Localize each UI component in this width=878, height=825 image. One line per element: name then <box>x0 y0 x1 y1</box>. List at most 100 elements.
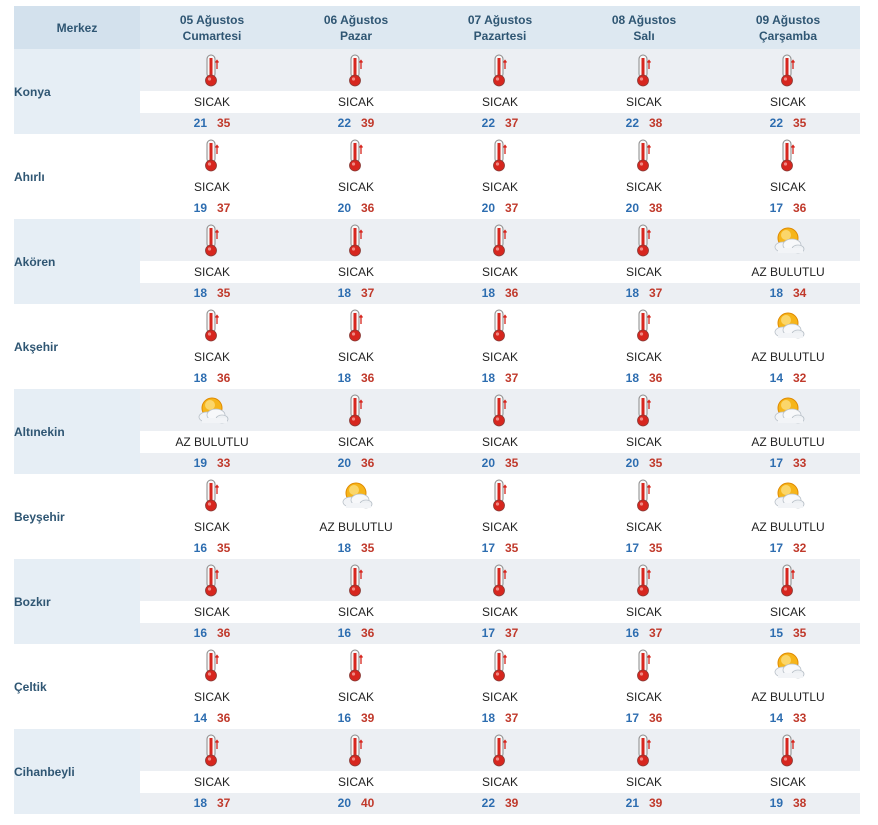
day-weekday: Salı <box>633 28 655 43</box>
forecast-cell: SICAK 18 37 <box>572 219 716 304</box>
temperature-range: 16 36 <box>140 623 284 644</box>
min-temp: 18 <box>337 286 351 300</box>
forecast-cell: SICAK 20 38 <box>572 134 716 219</box>
thermometer-hot-icon <box>572 389 716 431</box>
max-temp: 37 <box>649 626 663 640</box>
weather-description: AZ BULUTLU <box>716 261 860 283</box>
max-temp: 36 <box>361 371 375 385</box>
max-temp: 37 <box>505 116 519 130</box>
min-temp: 18 <box>625 371 639 385</box>
max-temp: 33 <box>793 711 807 725</box>
day-weekday: Çarşamba <box>758 28 818 43</box>
forecast-table: Merkez 05 Ağustos Cumartesi 06 Ağustos Paz… <box>14 6 860 814</box>
forecast-cell: SICAK 17 36 <box>716 134 860 219</box>
min-temp: 18 <box>193 796 207 810</box>
weather-description: SICAK <box>428 91 572 113</box>
min-temp: 20 <box>481 456 495 470</box>
temperature-range: 18 37 <box>428 368 572 389</box>
temperature-range: 18 35 <box>140 283 284 304</box>
min-temp: 15 <box>769 626 783 640</box>
min-temp: 22 <box>337 116 351 130</box>
weather-description: SICAK <box>140 771 284 793</box>
min-temp: 20 <box>481 201 495 215</box>
temperature-range: 17 35 <box>572 538 716 559</box>
min-temp: 18 <box>769 286 783 300</box>
forecast-cell: SICAK 22 39 <box>428 729 572 814</box>
max-temp: 33 <box>793 456 807 470</box>
day-header-2: 06 Ağustos Pazar <box>284 6 428 49</box>
temperature-range: 19 37 <box>140 198 284 219</box>
partly-cloudy-sun-icon <box>284 474 428 516</box>
header-row: Merkez 05 Ağustos Cumartesi 06 Ağustos Paz… <box>14 6 860 49</box>
weather-description: SICAK <box>572 686 716 708</box>
max-temp: 36 <box>361 456 375 470</box>
temperature-range: 15 35 <box>716 623 860 644</box>
max-temp: 35 <box>793 626 807 640</box>
max-temp: 37 <box>505 711 519 725</box>
min-temp: 14 <box>193 711 207 725</box>
max-temp: 35 <box>649 456 663 470</box>
forecast-cell: SICAK 20 37 <box>428 134 572 219</box>
partly-cloudy-sun-icon <box>716 389 860 431</box>
forecast-cell: SICAK 15 35 <box>716 559 860 644</box>
city-name: Konya <box>14 49 140 134</box>
temperature-range: 20 35 <box>428 453 572 474</box>
city-name: Akşehir <box>14 304 140 389</box>
thermometer-hot-icon <box>716 49 860 91</box>
max-temp: 35 <box>217 116 231 130</box>
temperature-range: 17 33 <box>716 453 860 474</box>
min-temp: 20 <box>337 796 351 810</box>
temperature-range: 16 35 <box>140 538 284 559</box>
city-row: Akşehir SICAK 18 36 SICAK 18 36 SICAK 18 37 SICAK 1… <box>14 304 860 389</box>
forecast-cell: SICAK 20 35 <box>572 389 716 474</box>
day-header-1: 05 Ağustos Cumartesi <box>140 6 284 49</box>
city-name: Ahırlı <box>14 134 140 219</box>
temperature-range: 22 39 <box>284 113 428 134</box>
forecast-cell: SICAK 18 36 <box>572 304 716 389</box>
temperature-range: 20 35 <box>572 453 716 474</box>
max-temp: 37 <box>505 626 519 640</box>
forecast-cell: SICAK 18 36 <box>428 219 572 304</box>
max-temp: 35 <box>361 541 375 555</box>
min-temp: 19 <box>193 201 207 215</box>
forecast-rows: Konya SICAK 21 35 SICAK 22 39 SICAK 22 37 SICAK 22 3… <box>14 49 860 814</box>
weather-description: AZ BULUTLU <box>716 686 860 708</box>
min-temp: 20 <box>337 201 351 215</box>
temperature-range: 21 39 <box>572 793 716 814</box>
city-row: Ahırlı SICAK 19 37 SICAK 20 36 SICAK 20 37 SICAK 20… <box>14 134 860 219</box>
forecast-cell: SICAK 19 38 <box>716 729 860 814</box>
weather-description: SICAK <box>716 91 860 113</box>
day-date: 06 Ağustos <box>323 12 389 27</box>
temperature-range: 17 32 <box>716 538 860 559</box>
weather-description: SICAK <box>572 771 716 793</box>
thermometer-hot-icon <box>428 304 572 346</box>
day-weekday: Pazar <box>339 28 373 43</box>
min-temp: 22 <box>769 116 783 130</box>
forecast-cell: SICAK 22 37 <box>428 49 572 134</box>
temperature-range: 18 34 <box>716 283 860 304</box>
forecast-cell: SICAK 20 36 <box>284 134 428 219</box>
forecast-cell: AZ BULUTLU 17 32 <box>716 474 860 559</box>
thermometer-hot-icon <box>284 644 428 686</box>
weather-description: SICAK <box>428 601 572 623</box>
weather-description: SICAK <box>572 516 716 538</box>
max-temp: 33 <box>217 456 231 470</box>
thermometer-hot-icon <box>140 49 284 91</box>
max-temp: 39 <box>361 116 375 130</box>
max-temp: 34 <box>793 286 807 300</box>
max-temp: 37 <box>217 201 231 215</box>
temperature-range: 20 36 <box>284 453 428 474</box>
forecast-cell: SICAK 16 36 <box>140 559 284 644</box>
thermometer-hot-icon <box>716 729 860 771</box>
forecast-cell: SICAK 18 37 <box>428 304 572 389</box>
forecast-cell: SICAK 18 37 <box>284 219 428 304</box>
city-name: Akören <box>14 219 140 304</box>
max-temp: 37 <box>361 286 375 300</box>
partly-cloudy-sun-icon <box>716 219 860 261</box>
max-temp: 37 <box>217 796 231 810</box>
day-date: 07 Ağustos <box>467 12 533 27</box>
min-temp: 14 <box>769 711 783 725</box>
min-temp: 22 <box>481 116 495 130</box>
forecast-cell: SICAK 16 37 <box>572 559 716 644</box>
max-temp: 38 <box>649 201 663 215</box>
